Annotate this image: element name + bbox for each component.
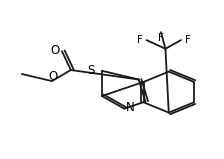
Text: F: F	[137, 35, 143, 45]
Text: F: F	[185, 35, 191, 45]
Text: O: O	[50, 44, 59, 57]
Text: S: S	[87, 64, 95, 76]
Text: O: O	[48, 70, 57, 83]
Text: F: F	[158, 33, 164, 43]
Text: N: N	[126, 101, 135, 114]
